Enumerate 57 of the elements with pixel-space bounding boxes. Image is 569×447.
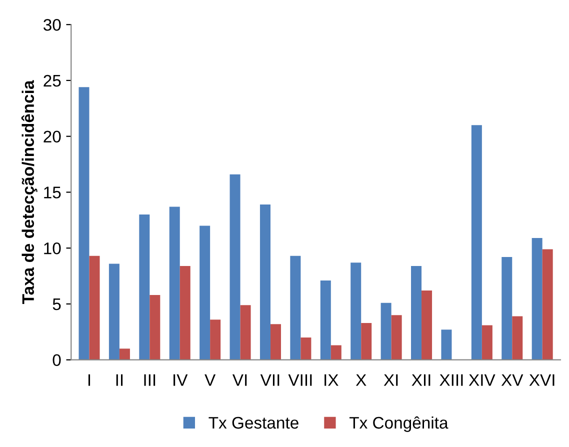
x-tick-label: X bbox=[356, 374, 366, 386]
bar bbox=[150, 295, 160, 360]
bar bbox=[200, 226, 210, 360]
y-tick-label: 0 bbox=[52, 354, 61, 366]
x-tick-label: XV bbox=[501, 374, 524, 386]
legend-label: Tx Gestante bbox=[208, 416, 298, 429]
x-tick-label: II bbox=[116, 374, 123, 386]
x-tick-label: VI bbox=[232, 374, 247, 386]
x-tick-label: XVI bbox=[529, 374, 554, 386]
bar bbox=[89, 256, 100, 360]
bar bbox=[350, 262, 362, 360]
bar bbox=[502, 257, 512, 360]
bar bbox=[391, 315, 402, 360]
x-tick-label: XII bbox=[412, 374, 430, 386]
bar bbox=[482, 325, 492, 360]
bar bbox=[270, 324, 281, 360]
bar bbox=[240, 305, 251, 360]
bar bbox=[320, 280, 331, 360]
bar bbox=[542, 249, 553, 360]
legend-label: Tx Congênita bbox=[349, 416, 448, 432]
y-tick-label: 20 bbox=[44, 130, 61, 143]
x-tick-label: V bbox=[204, 374, 216, 386]
bar bbox=[411, 266, 422, 360]
x-tick-label: XIII bbox=[440, 374, 463, 386]
bar bbox=[471, 125, 482, 360]
bar bbox=[380, 302, 392, 360]
bar bbox=[290, 256, 301, 360]
x-tick-label: XI bbox=[384, 374, 398, 386]
bar bbox=[210, 320, 221, 360]
bar bbox=[361, 322, 372, 360]
y-tick-label: 25 bbox=[44, 74, 61, 87]
bar bbox=[260, 204, 270, 360]
x-tick-label: VII bbox=[260, 374, 280, 386]
bar bbox=[78, 87, 90, 360]
x-tick-label: I bbox=[88, 374, 90, 386]
x-tick-label: IV bbox=[174, 374, 188, 386]
bar bbox=[230, 174, 240, 360]
x-tick-label: VIII bbox=[288, 374, 312, 386]
y-tick-label: 30 bbox=[44, 18, 61, 31]
bar bbox=[169, 206, 180, 360]
bar bbox=[512, 316, 523, 360]
y-tick-label: 10 bbox=[44, 242, 61, 254]
bar bbox=[330, 345, 342, 360]
bar bbox=[422, 290, 432, 360]
bar bbox=[139, 214, 150, 360]
bar bbox=[532, 238, 542, 360]
bar bbox=[300, 337, 312, 360]
x-tick-label: IX bbox=[324, 374, 338, 386]
bar bbox=[108, 264, 120, 360]
bar bbox=[119, 348, 130, 360]
y-tick-label: 5 bbox=[52, 298, 61, 310]
bar bbox=[180, 266, 190, 360]
bar bbox=[441, 330, 452, 360]
x-tick-label: III bbox=[144, 374, 156, 386]
x-tick-label: XIV bbox=[468, 374, 496, 386]
y-tick-label: 15 bbox=[44, 186, 61, 198]
y-axis-title: Taxa de detecção/incidência bbox=[21, 80, 38, 304]
